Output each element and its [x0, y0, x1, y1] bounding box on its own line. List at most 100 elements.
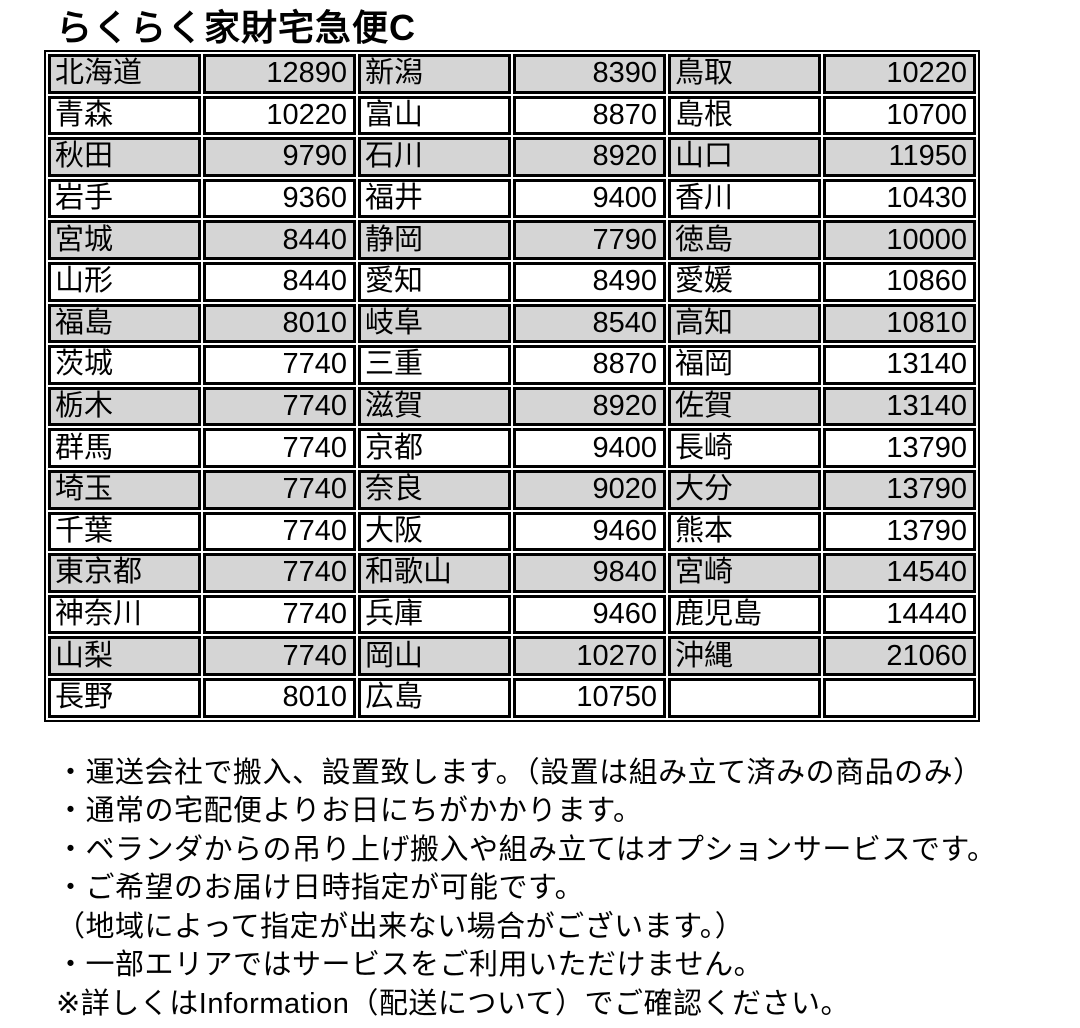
note-line: ・通常の宅配便よりお日にちがかかります。 [56, 795, 643, 827]
note-line: ※詳しくはInformation（配送について）でご確認ください。 [56, 987, 851, 1020]
price-cell: 7740 [203, 511, 356, 552]
table-row: 東京都 7740 和歌山 9840 宮崎 14540 [48, 553, 976, 593]
note-line: ・運送会社で搬入、設置致します。（設置は組み立て済みの商品のみ） [56, 756, 983, 789]
price-cell: 8920 [513, 386, 666, 427]
price-cell: 8010 [203, 677, 356, 718]
prefecture-cell: 青森 [48, 95, 201, 136]
prefecture-cell: 京都 [358, 428, 511, 468]
prefecture-cell: 徳島 [668, 220, 821, 260]
prefecture-cell: 岩手 [48, 178, 201, 219]
price-cell: 8870 [513, 345, 666, 385]
prefecture-cell: 山形 [48, 261, 201, 302]
table-row: 秋田 9790 石川 8920 山口 11950 [48, 137, 976, 177]
price-cell: 10220 [203, 95, 356, 136]
prefecture-cell: 宮城 [48, 220, 201, 260]
prefecture-cell: 富山 [358, 95, 511, 136]
price-cell: 9360 [203, 178, 356, 219]
price-cell: 10810 [823, 303, 976, 344]
price-cell: 10000 [823, 220, 976, 260]
note-line: ・一部エリアではサービスをご利用いただけません。 [56, 949, 764, 981]
shipping-rate-table: 北海道 12890 新潟 8390 鳥取 10220 青森 10220 富山 8870 島根 1070… [44, 50, 980, 722]
page-title: らくらく家財宅急便C [56, 7, 416, 48]
table-row: 北海道 12890 新潟 8390 鳥取 10220 [48, 54, 976, 94]
prefecture-cell: 愛知 [358, 261, 511, 302]
price-cell: 7740 [203, 469, 356, 510]
price-cell: 14540 [823, 553, 976, 593]
price-cell: 13790 [823, 469, 976, 510]
prefecture-cell: 群馬 [48, 428, 201, 468]
table-row: 山梨 7740 岡山 10270 沖縄 21060 [48, 636, 976, 676]
prefecture-cell: 山梨 [48, 636, 201, 676]
prefecture-cell: 高知 [668, 303, 821, 344]
prefecture-cell: 広島 [358, 677, 511, 718]
price-cell: 10220 [823, 54, 976, 94]
prefecture-cell: 新潟 [358, 54, 511, 94]
prefecture-cell: 熊本 [668, 511, 821, 552]
price-cell: 8870 [513, 95, 666, 136]
prefecture-cell: 鳥取 [668, 54, 821, 94]
price-cell: 21060 [823, 636, 976, 676]
table-row: 福島 8010 岐阜 8540 高知 10810 [48, 303, 976, 344]
prefecture-cell: 岡山 [358, 636, 511, 676]
prefecture-cell: 三重 [358, 345, 511, 385]
price-cell: 13790 [823, 511, 976, 552]
price-cell: 9460 [513, 594, 666, 635]
prefecture-cell: 福岡 [668, 345, 821, 385]
prefecture-cell: 大阪 [358, 511, 511, 552]
table-row: 埼玉 7740 奈良 9020 大分 13790 [48, 469, 976, 510]
price-cell: 10700 [823, 95, 976, 136]
price-cell: 7740 [203, 594, 356, 635]
prefecture-cell: 和歌山 [358, 553, 511, 593]
prefecture-cell: 福井 [358, 178, 511, 219]
table-row: 宮城 8440 静岡 7790 徳島 10000 [48, 220, 976, 260]
price-cell: 7740 [203, 636, 356, 676]
table-row: 茨城 7740 三重 8870 福岡 13140 [48, 345, 976, 385]
prefecture-cell: 山口 [668, 137, 821, 177]
prefecture-cell: 石川 [358, 137, 511, 177]
price-cell: 8010 [203, 303, 356, 344]
table-row: 神奈川 7740 兵庫 9460 鹿児島 14440 [48, 594, 976, 635]
prefecture-cell: 宮崎 [668, 553, 821, 593]
prefecture-cell: 茨城 [48, 345, 201, 385]
price-cell: 9460 [513, 511, 666, 552]
table-row: 群馬 7740 京都 9400 長崎 13790 [48, 428, 976, 468]
prefecture-cell: 静岡 [358, 220, 511, 260]
prefecture-cell: 北海道 [48, 54, 201, 94]
prefecture-cell: 栃木 [48, 386, 201, 427]
price-cell: 11950 [823, 137, 976, 177]
prefecture-cell: 千葉 [48, 511, 201, 552]
prefecture-cell: 大分 [668, 469, 821, 510]
prefecture-cell: 鹿児島 [668, 594, 821, 635]
empty-cell [823, 677, 976, 718]
prefecture-cell: 沖縄 [668, 636, 821, 676]
price-cell: 8390 [513, 54, 666, 94]
prefecture-cell: 岐阜 [358, 303, 511, 344]
prefecture-cell: 佐賀 [668, 386, 821, 427]
price-cell: 8490 [513, 261, 666, 302]
price-cell: 8540 [513, 303, 666, 344]
prefecture-cell: 滋賀 [358, 386, 511, 427]
price-cell: 9400 [513, 428, 666, 468]
price-cell: 8440 [203, 261, 356, 302]
price-cell: 10860 [823, 261, 976, 302]
price-cell: 7740 [203, 345, 356, 385]
prefecture-cell: 福島 [48, 303, 201, 344]
note-line: （地域によって指定が出来ない場合がございます。） [56, 910, 745, 943]
price-cell: 9400 [513, 178, 666, 219]
table-row: 青森 10220 富山 8870 島根 10700 [48, 95, 976, 136]
prefecture-cell: 長崎 [668, 428, 821, 468]
prefecture-cell: 兵庫 [358, 594, 511, 635]
table-row: 岩手 9360 福井 9400 香川 10430 [48, 178, 976, 219]
table-row: 千葉 7740 大阪 9460 熊本 13790 [48, 511, 976, 552]
price-cell: 9020 [513, 469, 666, 510]
table-row: 山形 8440 愛知 8490 愛媛 10860 [48, 261, 976, 302]
price-cell: 12890 [203, 54, 356, 94]
price-cell: 10750 [513, 677, 666, 718]
prefecture-cell: 愛媛 [668, 261, 821, 302]
prefecture-cell: 東京都 [48, 553, 201, 593]
prefecture-cell: 長野 [48, 677, 201, 718]
table-row: 長野 8010 広島 10750 [48, 677, 976, 718]
price-cell: 9790 [203, 137, 356, 177]
prefecture-cell: 奈良 [358, 469, 511, 510]
rate-table-body: 北海道 12890 新潟 8390 鳥取 10220 青森 10220 富山 8870 島根 1070… [48, 54, 976, 718]
